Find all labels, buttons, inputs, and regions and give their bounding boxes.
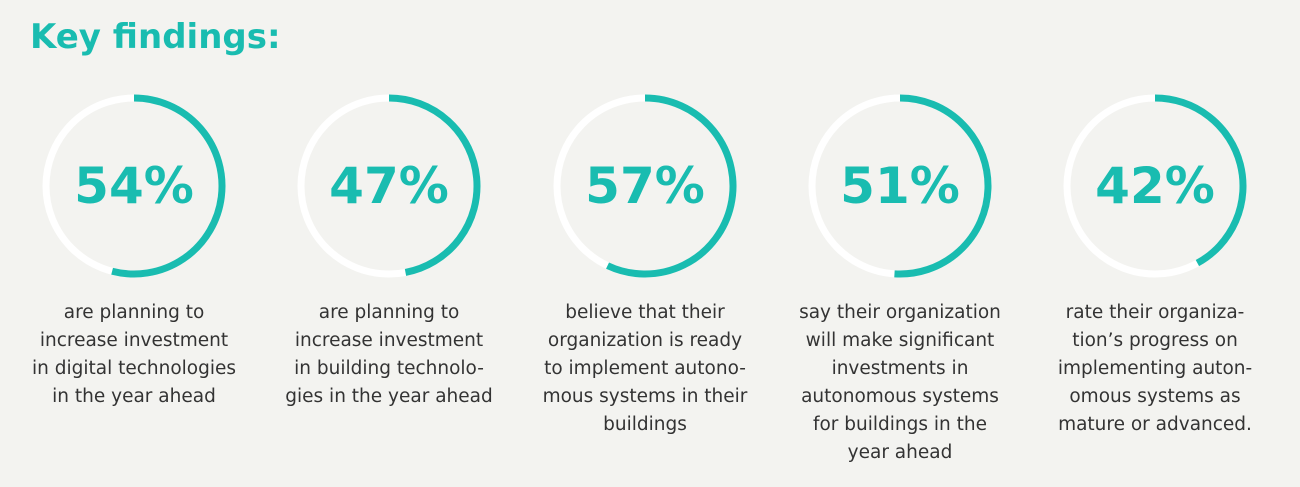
ring-arc xyxy=(388,94,481,276)
description-line: are planning to xyxy=(319,302,460,323)
percentage-label: 47% xyxy=(329,157,449,215)
description-line: implementing auton- xyxy=(1058,358,1252,379)
description-line: autonomous systems xyxy=(801,386,999,407)
percentage-label: 54% xyxy=(74,157,194,215)
description-line: say their organization xyxy=(799,302,1001,323)
description-line: tion’s progress on xyxy=(1072,330,1238,351)
ring-arc xyxy=(111,94,226,278)
description-line: omous systems as xyxy=(1069,386,1240,407)
ring-arc xyxy=(606,94,737,278)
description-line: year ahead xyxy=(848,442,953,463)
description-line: increase investment xyxy=(40,330,228,351)
description-line: will make significant xyxy=(806,330,995,351)
description-line: rate their organiza- xyxy=(1066,302,1245,323)
description-line: gies in the year ahead xyxy=(285,386,492,407)
description-line: investments in xyxy=(832,358,969,379)
percentage-label: 42% xyxy=(1095,157,1215,215)
ring-arc xyxy=(1154,94,1247,267)
description-line: mature or advanced. xyxy=(1058,414,1252,435)
description-line: increase investment xyxy=(295,330,483,351)
percentage-label: 57% xyxy=(585,157,705,215)
description-line: in building technolo- xyxy=(294,358,484,379)
description-line: to implement autono- xyxy=(544,358,746,379)
description-line: are planning to xyxy=(64,302,205,323)
description-line: in digital technologies xyxy=(32,358,236,379)
description-line: organization is ready xyxy=(548,330,742,351)
description-line: believe that their xyxy=(565,302,725,323)
description-line: mous systems in their xyxy=(543,386,748,407)
description-line: buildings xyxy=(603,414,687,435)
ring-arc xyxy=(894,94,992,278)
chart-title: Key findings: xyxy=(30,17,281,57)
description-line: in the year ahead xyxy=(52,386,216,407)
description-line: for buildings in the xyxy=(813,414,987,435)
percentage-label: 51% xyxy=(840,157,960,215)
